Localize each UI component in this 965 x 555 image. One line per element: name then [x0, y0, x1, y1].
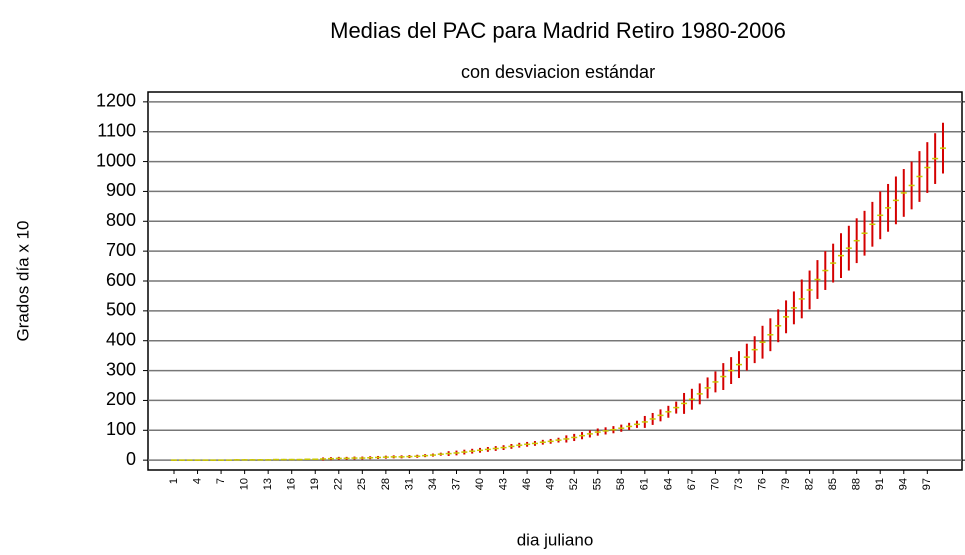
- x-tick-label: 94: [898, 478, 910, 490]
- x-tick-label: 70: [709, 478, 721, 490]
- x-tick-label: 16: [286, 478, 298, 490]
- x-tick-label: 67: [686, 478, 698, 490]
- x-tick-label: 49: [545, 478, 557, 490]
- x-tick-label: 85: [827, 478, 839, 490]
- y-tick-label: 300: [106, 359, 136, 379]
- x-tick-label: 34: [427, 478, 439, 490]
- x-tick-label: 97: [921, 478, 933, 490]
- x-tick-label: 37: [450, 478, 462, 490]
- x-tick-label: 79: [780, 478, 792, 490]
- x-tick-label: 43: [497, 478, 509, 490]
- x-tick-label: 64: [662, 478, 674, 490]
- x-tick-label: 22: [333, 478, 345, 490]
- y-tick-label: 0: [126, 449, 136, 469]
- x-tick-label: 28: [380, 478, 392, 490]
- x-tick-label: 73: [733, 478, 745, 490]
- x-tick-label: 52: [568, 478, 580, 490]
- x-tick-label: 61: [639, 478, 651, 490]
- x-tick-label: 31: [403, 478, 415, 490]
- chart-title: Medias del PAC para Madrid Retiro 1980-2…: [330, 18, 786, 43]
- x-tick-label: 7: [215, 478, 227, 484]
- x-tick-label: 58: [615, 478, 627, 490]
- y-tick-label: 400: [106, 329, 136, 349]
- y-tick-label: 1000: [96, 150, 136, 170]
- y-axis-label: Grados día x 10: [13, 221, 32, 342]
- x-tick-label: 10: [239, 478, 251, 490]
- x-axis-label: dia juliano: [517, 530, 594, 549]
- x-tick-label: 13: [262, 478, 274, 490]
- y-tick-label: 900: [106, 180, 136, 200]
- x-tick-label: 19: [309, 478, 321, 490]
- y-tick-label: 100: [106, 419, 136, 439]
- x-tick-label: 76: [756, 478, 768, 490]
- x-tick-label: 25: [356, 478, 368, 490]
- y-tick-label: 600: [106, 270, 136, 290]
- y-tick-label: 200: [106, 389, 136, 409]
- y-tick-label: 1200: [96, 91, 136, 111]
- x-tick-label: 55: [592, 478, 604, 490]
- y-tick-label: 700: [106, 240, 136, 260]
- x-tick-label: 40: [474, 478, 486, 490]
- chart-subtitle: con desviacion estándar: [461, 62, 655, 82]
- x-tick-label: 88: [851, 478, 863, 490]
- y-tick-label: 1100: [97, 120, 136, 140]
- x-tick-label: 4: [191, 478, 203, 484]
- y-tick-label: 800: [106, 210, 136, 230]
- x-tick-label: 91: [874, 478, 886, 490]
- x-tick-label: 82: [804, 478, 816, 490]
- x-tick-label: 46: [521, 478, 533, 490]
- x-tick-label: 1: [168, 478, 180, 484]
- y-tick-label: 500: [106, 300, 136, 320]
